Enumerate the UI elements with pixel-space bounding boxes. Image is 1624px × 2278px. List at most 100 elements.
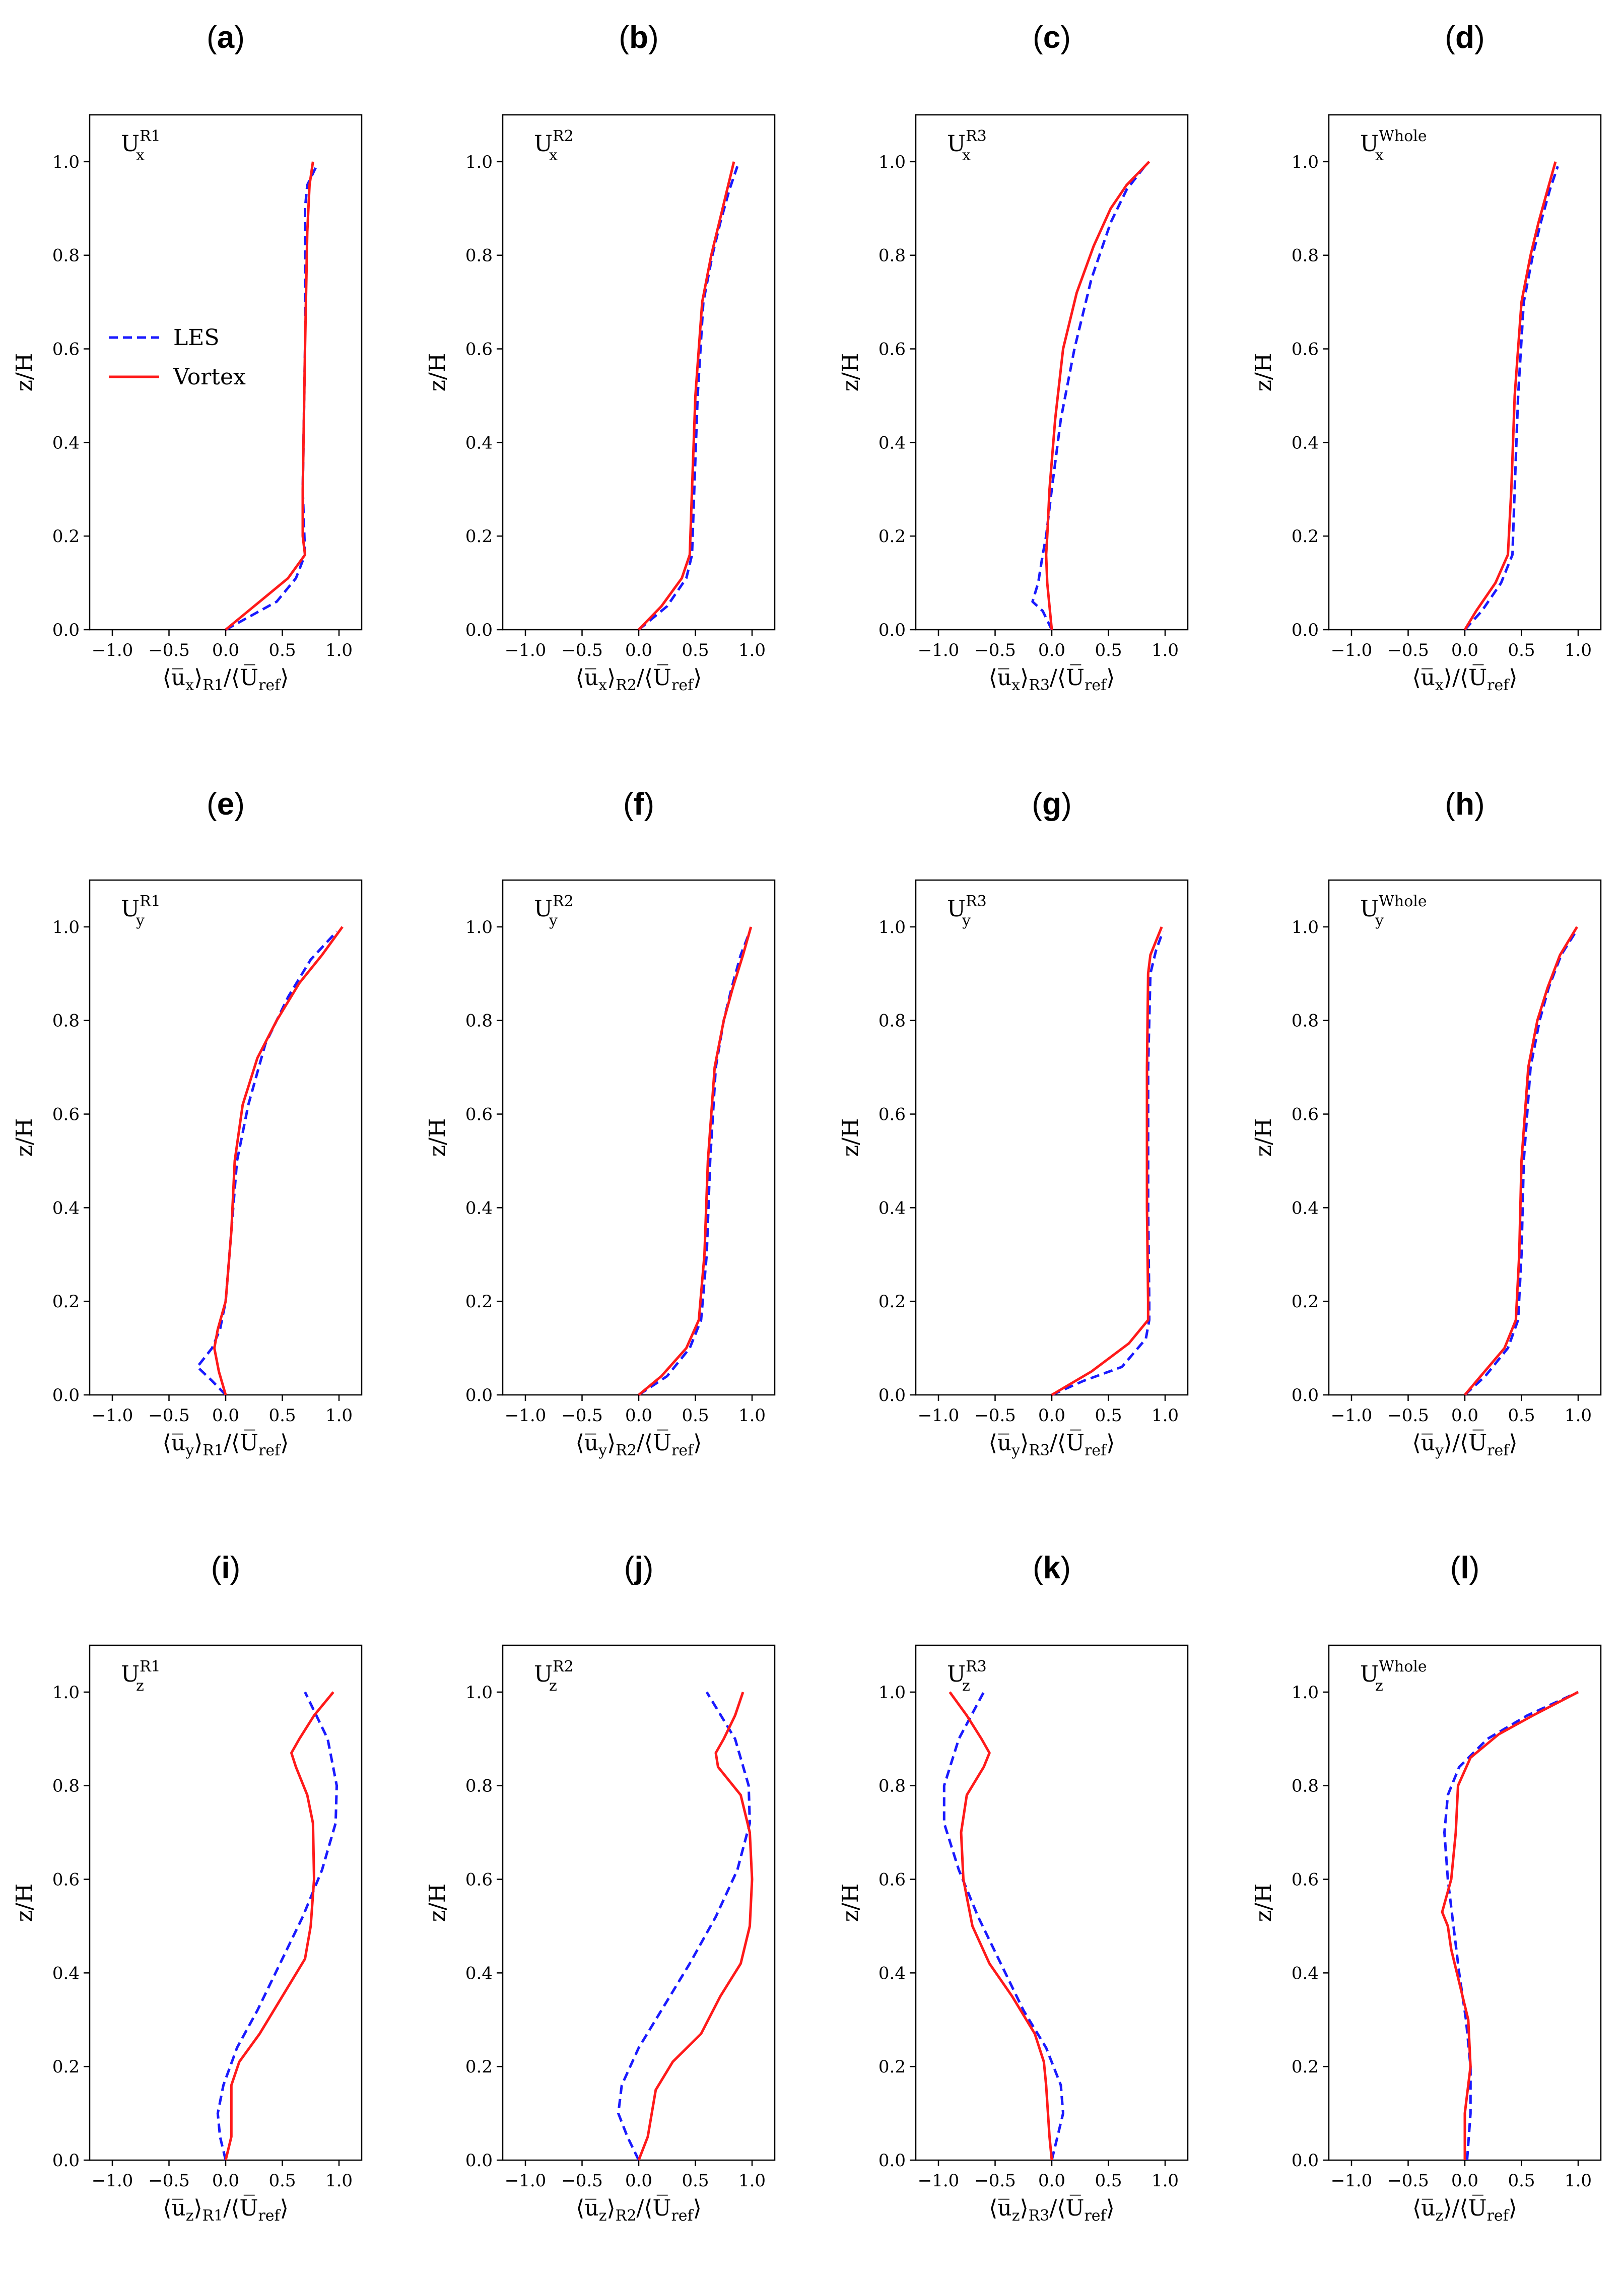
x-tick-label: 1.0 (325, 1405, 353, 1426)
y-tick-label: 0.8 (52, 1011, 80, 1031)
y-tick-label: 1.0 (52, 152, 80, 172)
x-tick-label: −0.5 (148, 1405, 190, 1426)
panel-l: (l) −1.0 −0.5 0.0 0.5 1.0 0.0 0.2 0.4 0.6 0.8 1.0 z/… (1251, 1551, 1602, 2225)
x-tick-label: 0.5 (1508, 1405, 1535, 1426)
y-tick-label: 1.0 (878, 1683, 906, 1703)
x-tick-label: 0.5 (682, 2171, 709, 2191)
x-axis-label: ⟨u̅y⟩/⟨U̅ref⟩ (1412, 1429, 1517, 1459)
x-tick-label: −1.0 (1331, 640, 1373, 660)
y-tick-label: 1.0 (465, 917, 493, 937)
panel-label: (f) (623, 787, 654, 822)
series-vortex-line (213, 926, 344, 1395)
x-tick-label: 0.0 (1038, 640, 1065, 660)
x-tick-label: 0.0 (212, 1405, 239, 1426)
y-tick-label: 0.2 (1292, 526, 1319, 547)
x-tick-label: −1.0 (918, 1405, 960, 1426)
y-tick-label: 0.8 (465, 1776, 493, 1796)
y-tick-label: 0.4 (1292, 1198, 1319, 1218)
plot-frame (1328, 1644, 1602, 2161)
x-axis-label: ⟨u̅y⟩R2/⟨U̅ref⟩ (576, 1429, 702, 1459)
x-tick-label: 0.0 (625, 640, 652, 660)
x-tick-label: 1.0 (738, 1405, 766, 1426)
y-tick-label: 1.0 (465, 152, 493, 172)
y-tick-label: 0.6 (52, 1105, 80, 1125)
y-tick-label: 0.8 (878, 246, 906, 266)
y-tick-label: 0.6 (1292, 1870, 1319, 1890)
y-tick-label: 0.4 (878, 1963, 906, 1983)
x-tick-label: −1.0 (505, 640, 547, 660)
x-tick-label: −0.5 (1387, 2171, 1429, 2191)
panel-label: (a) (207, 20, 245, 55)
y-axis-label: z/H (12, 1118, 37, 1157)
y-tick-label: 0.6 (465, 1870, 493, 1890)
x-axis-label: ⟨u̅y⟩R3/⟨U̅ref⟩ (989, 1429, 1115, 1459)
component-label: UR2 z (534, 1658, 574, 1695)
y-tick-label: 1.0 (465, 1683, 493, 1703)
component-label: UR3 z (947, 1658, 987, 1695)
x-axis-label: ⟨u̅z⟩R3/⟨U̅ref⟩ (989, 2194, 1115, 2225)
y-tick-label: 0.0 (52, 1385, 80, 1405)
panel-d: (d) −1.0 −0.5 0.0 0.5 1.0 0.0 0.2 0.4 0.6 0.8 1.0 z/… (1251, 20, 1602, 694)
panel-label: (k) (1033, 1551, 1071, 1585)
x-tick-label: 1.0 (1152, 640, 1179, 660)
x-tick-label: −0.5 (1387, 640, 1429, 660)
series-les-line (638, 166, 739, 631)
component-label: UR2 y (534, 893, 574, 929)
series-les-line (1051, 931, 1164, 1396)
y-tick-label: 0.4 (878, 433, 906, 453)
x-axis-label: ⟨u̅z⟩R1/⟨U̅ref⟩ (163, 2194, 289, 2225)
y-tick-label: 0.2 (878, 2057, 906, 2077)
y-axis-label: z/H (425, 353, 450, 391)
panel-label: (d) (1445, 20, 1484, 55)
panel-label: (i) (211, 1551, 241, 1585)
y-tick-label: 0.6 (465, 340, 493, 360)
y-axis-label: z/H (425, 1884, 450, 1922)
y-tick-label: 0.8 (52, 1776, 80, 1796)
y-tick-label: 1.0 (52, 917, 80, 937)
x-tick-label: 0.5 (1095, 640, 1122, 660)
series-vortex-line (1464, 926, 1578, 1396)
x-tick-label: −0.5 (1387, 1405, 1429, 1426)
legend-les-label: LES (173, 325, 219, 351)
series-vortex-line (638, 926, 753, 1396)
series-vortex-line (1051, 926, 1163, 1396)
panel-a: (a) −1.0 −0.5 0.0 0.5 1.0 0.0 0.2 0.4 0.6 0.8 1.0 z/… (12, 20, 363, 694)
x-axis-label: ⟨u̅y⟩R1/⟨U̅ref⟩ (163, 1429, 289, 1459)
x-tick-label: 1.0 (738, 2171, 766, 2191)
panel-j: (j) −1.0 −0.5 0.0 0.5 1.0 0.0 0.2 0.4 0.6 0.8 1.0 z/… (425, 1551, 776, 2225)
component-label: UR1 z (121, 1658, 161, 1695)
component-label: UR1 y (121, 893, 161, 929)
y-tick-label: 0.8 (52, 246, 80, 266)
x-tick-label: −1.0 (1331, 1405, 1373, 1426)
x-tick-label: 0.0 (1451, 1405, 1478, 1426)
y-tick-label: 0.2 (52, 526, 80, 547)
x-tick-label: 0.5 (682, 640, 709, 660)
y-tick-label: 1.0 (878, 152, 906, 172)
y-tick-label: 0.2 (52, 1292, 80, 1312)
y-tick-label: 0.0 (878, 2151, 906, 2171)
y-tick-label: 0.8 (465, 1011, 493, 1031)
y-tick-label: 0.4 (1292, 433, 1319, 453)
x-tick-label: 1.0 (325, 640, 353, 660)
series-vortex-line (1441, 1691, 1579, 2160)
component-label: UWhole y (1360, 893, 1427, 929)
y-tick-label: 0.2 (1292, 2057, 1319, 2077)
x-tick-label: 1.0 (1565, 1405, 1592, 1426)
y-axis-label: z/H (1251, 1118, 1276, 1157)
y-tick-label: 0.8 (1292, 1011, 1319, 1031)
y-tick-label: 0.8 (878, 1011, 906, 1031)
series-vortex-line (1463, 161, 1557, 631)
x-tick-label: 0.0 (1451, 2171, 1478, 2191)
y-axis-label: z/H (12, 353, 37, 391)
series-vortex-line (225, 161, 314, 631)
y-tick-label: 0.2 (465, 526, 493, 547)
series-les-line (1031, 165, 1146, 631)
legend-vortex-label: Vortex (173, 364, 246, 390)
panel-b: (b) −1.0 −0.5 0.0 0.5 1.0 0.0 0.2 0.4 0.6 0.8 1.0 z/… (425, 20, 776, 694)
y-tick-label: 0.0 (465, 1385, 493, 1405)
series-vortex-line (949, 1691, 1053, 2161)
panel-k: (k) −1.0 −0.5 0.0 0.5 1.0 0.0 0.2 0.4 0.6 0.8 1.0 z/… (838, 1551, 1189, 2225)
y-tick-label: 0.4 (465, 1963, 493, 1983)
y-tick-label: 1.0 (52, 1683, 80, 1703)
